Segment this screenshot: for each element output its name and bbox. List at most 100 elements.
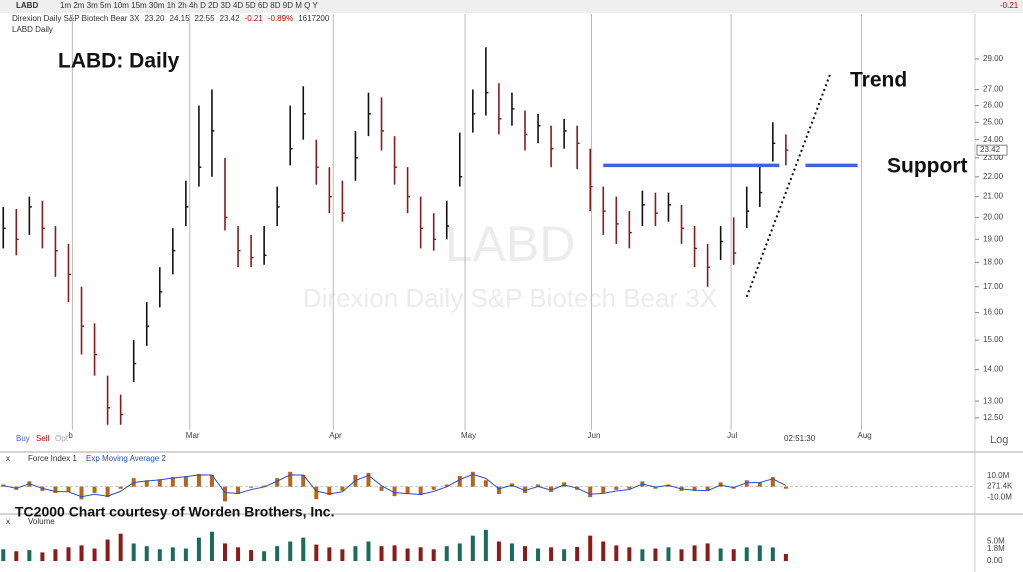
y-tick-label: 27.00 [983, 85, 1004, 94]
force-bar [288, 471, 293, 487]
volume-bar [353, 546, 358, 561]
quote-volume: 1617200 [298, 14, 330, 23]
volume-bar [262, 551, 267, 561]
force-bar [366, 472, 371, 487]
volume-bar [575, 546, 580, 561]
force-bar [340, 486, 345, 491]
force-bar [249, 486, 254, 488]
force-bar [418, 486, 423, 496]
last-value: 271.4K [987, 481, 1013, 490]
y-tick-label: 20.00 [983, 213, 1004, 222]
watermark-subtitle: Direxion Daily S&P Biotech Bear 3X [303, 283, 717, 313]
force-bar [118, 486, 123, 489]
volume-bar [314, 544, 319, 561]
ema-legend: Exp Moving Average 2 [86, 454, 166, 463]
force-bar [314, 486, 319, 500]
quote-last: 23.42 [220, 14, 241, 23]
volume-bar [170, 547, 175, 561]
volume-bar [340, 549, 345, 561]
volume-bar [105, 539, 110, 561]
force-bar [66, 486, 71, 492]
x-tick-label: Mar [186, 431, 200, 440]
volume-bar [483, 529, 488, 561]
force-bar [209, 474, 214, 487]
force-bar [692, 486, 697, 491]
clock: 02:51:30 [784, 434, 816, 443]
sell-button[interactable]: Sell [36, 434, 50, 443]
x-tick-label: Apr [329, 431, 342, 440]
quote-percent: -0.89% [268, 14, 293, 23]
force-bar [718, 482, 723, 487]
y-tick-label: -10.0M [987, 492, 1012, 501]
volume-bar [457, 543, 462, 561]
volume-bar [249, 550, 254, 561]
x-tick-label: May [461, 431, 476, 440]
volume-bar [79, 545, 84, 561]
volume-bar [731, 549, 736, 561]
y-tick-label: 13.00 [983, 396, 1004, 405]
scale-mode[interactable]: Log [990, 434, 1008, 446]
volume-bar [92, 548, 97, 561]
volume-bar [196, 537, 201, 561]
force-bar [327, 486, 332, 496]
x-tick-label: Jun [588, 431, 601, 440]
volume-bar [27, 550, 32, 561]
force-bar [236, 486, 241, 495]
force-bar [457, 476, 462, 487]
opt-button[interactable]: Opt [55, 434, 69, 443]
volume-bar [157, 549, 162, 561]
force-bar [223, 486, 227, 502]
volume-bar [275, 546, 280, 561]
y-tick-label: 0.00 [987, 556, 1003, 565]
force-bar [783, 486, 788, 489]
force-bar [757, 482, 762, 487]
force-bar [536, 484, 541, 487]
quote-open: 23.20 [144, 14, 165, 23]
force-bar [653, 486, 658, 489]
volume-bar [444, 546, 449, 561]
y-tick-label: 5.0M [987, 537, 1005, 546]
force-bar [744, 480, 749, 487]
quote-line: Direxion Daily S&P Biotech Bear 3X 23.20 2… [12, 14, 330, 23]
watermark: LABD [445, 216, 576, 272]
force-bar [262, 485, 267, 487]
force-bar [627, 486, 632, 489]
volume-bar [40, 552, 45, 561]
force-bar [431, 486, 436, 490]
quote-high: 24.15 [170, 14, 191, 23]
force-bar [770, 477, 775, 487]
force-bar [170, 477, 175, 487]
volume-bar [523, 546, 527, 561]
volume-bar [640, 549, 645, 561]
volume-bar [757, 545, 762, 561]
buy-button[interactable]: Buy [16, 434, 30, 443]
volume-bar [653, 548, 658, 561]
force-bar [601, 486, 606, 493]
volume-bar [588, 535, 593, 561]
panel-close[interactable]: x [6, 517, 10, 526]
volume-bar [223, 543, 227, 561]
force-bar [483, 480, 488, 487]
volume-bar [405, 548, 410, 561]
volume-bar [536, 548, 541, 561]
panel-close[interactable]: x [6, 454, 10, 463]
x-tick-label: Aug [858, 431, 872, 440]
quote-change: -0.21 [245, 14, 264, 23]
x-tick-label: b [68, 431, 73, 440]
volume-bar [744, 547, 749, 561]
volume-bar [614, 545, 619, 561]
y-tick-label: 21.00 [983, 192, 1004, 201]
volume-bar [783, 553, 788, 561]
force-bar [405, 486, 410, 495]
volume-bar [53, 549, 58, 561]
y-tick-label: 15.00 [983, 335, 1004, 344]
y-tick-label: 24.00 [983, 135, 1004, 144]
quote-name: Direxion Daily S&P Biotech Bear 3X [12, 14, 140, 23]
annotation: Support [887, 155, 967, 178]
force-bar [105, 486, 110, 498]
top-change: -0.21 [1000, 1, 1019, 10]
y-tick-label: 29.00 [983, 54, 1004, 63]
quote-low: 22.55 [195, 14, 216, 23]
ema-line [3, 473, 787, 498]
